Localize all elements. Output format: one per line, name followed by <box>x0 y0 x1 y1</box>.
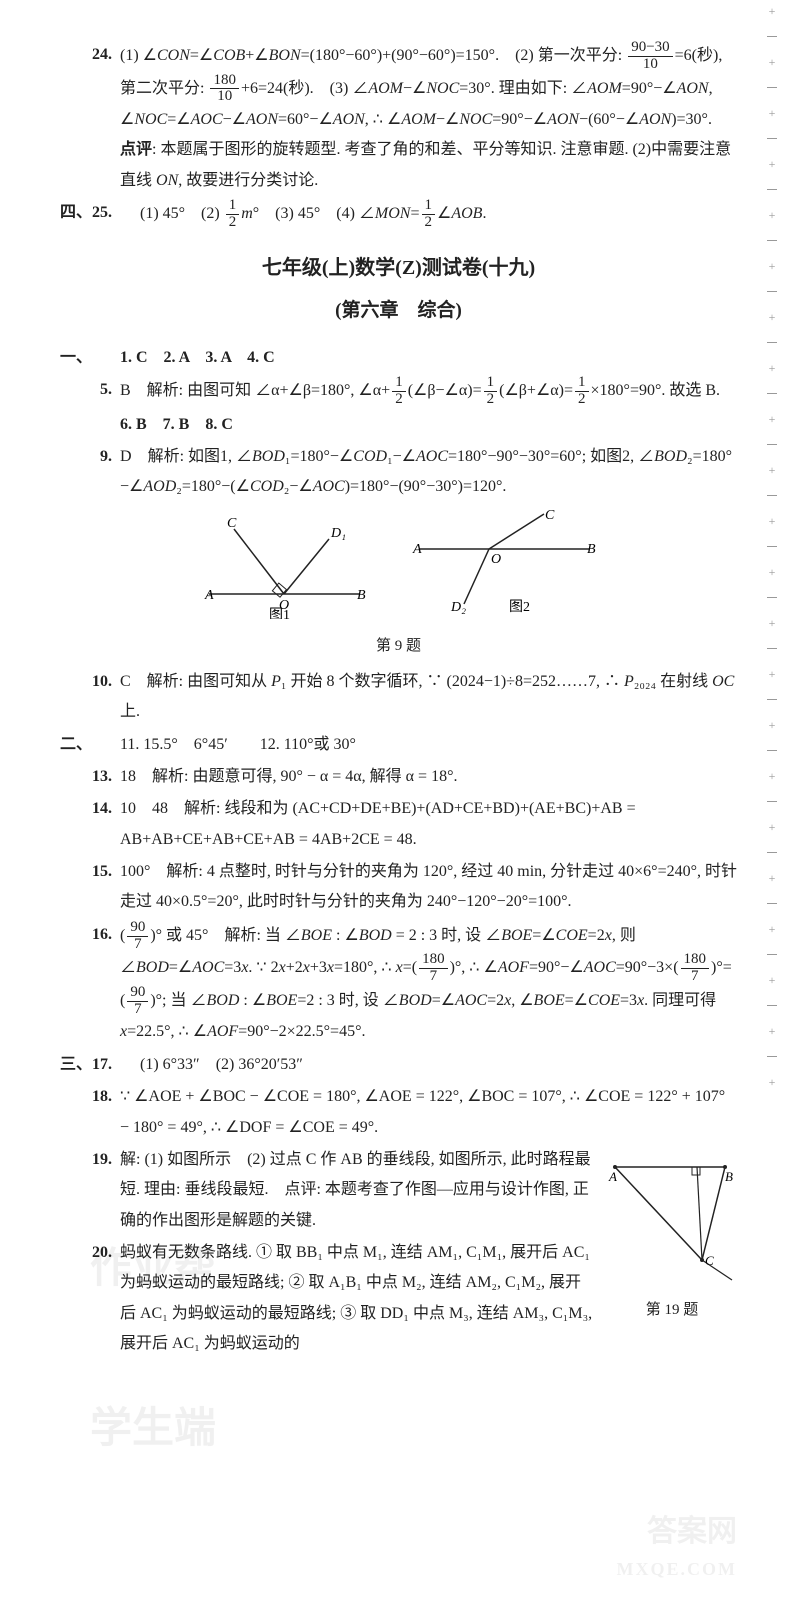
question-15: 15. 100° 解析: 4 点整时, 时针与分针的夹角为 120°, 经过 4… <box>60 857 737 918</box>
question-25: 四、25. (1) 45° (2) 12m° (3) 45° (4) ∠MON=… <box>60 198 737 231</box>
svg-text:O: O <box>491 552 501 567</box>
svg-text:图2: 图2 <box>509 600 530 615</box>
question-body: C 解析: 由图可知从 P₁ 开始 8 个数字循环, ∵ (2024−1)÷8=… <box>120 667 737 728</box>
question-body: 10 48 解析: 线段和为 (AC+CD+DE+BE)+(AD+CE+BD)+… <box>120 794 737 855</box>
figure-9-caption: 第 9 题 <box>60 632 737 661</box>
question-14: 14. 10 48 解析: 线段和为 (AC+CD+DE+BE)+(AD+CE+… <box>60 794 737 855</box>
svg-text:C: C <box>545 509 555 523</box>
exam-title: 七年级(上)数学(Z)测试卷(十九) <box>60 249 737 287</box>
question-number: 14. <box>60 794 120 855</box>
question-body: 18 解析: 由题意可得, 90° − α = 4α, 解得 α = 18°. <box>120 762 737 792</box>
section-2-row1: 二、 11. 15.5° 6°45′ 12. 110°或 30° <box>60 730 737 760</box>
question-body: (1) ∠CON=∠COB+∠BON=(180°−60°)+(90°−60°)=… <box>120 40 737 196</box>
question-5: 5. B 解析: 由图可知 ∠α+∠β=180°, ∠α+12(∠β−∠α)=1… <box>60 375 737 408</box>
svg-text:A: A <box>608 1169 617 1184</box>
question-body: (1) 6°33″ (2) 36°20′53″ <box>140 1050 737 1080</box>
figure-19: A B C 第 19 题 <box>607 1145 737 1331</box>
question-body: (907)° 或 45° 解析: 当 ∠BOE : ∠BOD = 2 : 3 时… <box>120 920 737 1048</box>
margin-ruler: ++ ++ ++ ++ ++ ++ ++ ++ ++ ++ ++ <box>765 0 779 1600</box>
watermark: 答案网 <box>647 1503 737 1560</box>
exam-subtitle: (第六章 综合) <box>60 293 737 329</box>
question-19: 19. 解: (1) 如图所示 (2) 过点 C 作 AB 的垂线段, 如图所示… <box>60 1145 597 1236</box>
section-1-row1: 一、 1. C 2. A 3. A 4. C <box>60 343 737 373</box>
svg-text:D₁: D₁ <box>330 526 346 541</box>
figure-9: A B C D₁ O 图1 A B C D₂ O 图2 <box>60 509 737 630</box>
question-number: 15. <box>60 857 120 918</box>
question-18: 18. ∵ ∠AOE + ∠BOC − ∠COE = 180°, ∠AOE = … <box>60 1082 737 1143</box>
watermark: 学生端 <box>90 1390 216 1470</box>
section-and-number: 四、25. <box>60 198 140 231</box>
figure-9-1: A B C D₁ O 图1 <box>199 509 369 630</box>
question-13: 13. 18 解析: 由题意可得, 90° − α = 4α, 解得 α = 1… <box>60 762 737 792</box>
question-24: 24. (1) ∠CON=∠COB+∠BON=(180°−60°)+(90°−6… <box>60 40 737 196</box>
question-number: 19. <box>60 1145 120 1236</box>
svg-text:C: C <box>227 516 237 531</box>
question-body: 100° 解析: 4 点整时, 时针与分针的夹角为 120°, 经过 40 mi… <box>120 857 737 918</box>
svg-text:A: A <box>412 542 422 557</box>
question-16: 16. (907)° 或 45° 解析: 当 ∠BOE : ∠BOD = 2 :… <box>60 920 737 1048</box>
svg-text:B: B <box>587 542 596 557</box>
question-number: 5. <box>60 375 120 408</box>
answer-row: 1. C 2. A 3. A 4. C <box>120 343 737 373</box>
section-1-row2: 6. B 7. B 8. C <box>60 410 737 440</box>
question-body: D 解析: 如图1, ∠BOD₁=180°−∠COD₁−∠AOC=180°−90… <box>120 442 737 503</box>
watermark: MXQE.COM <box>617 1552 737 1586</box>
svg-text:D₂: D₂ <box>450 600 466 615</box>
section-lead: 二、 <box>60 730 120 760</box>
answer-row: 11. 15.5° 6°45′ 12. 110°或 30° <box>120 730 737 760</box>
svg-text:C: C <box>705 1253 714 1268</box>
question-number: 18. <box>60 1082 120 1143</box>
question-number: 20. <box>60 1238 120 1360</box>
svg-text:图1: 图1 <box>269 608 290 619</box>
answer-row: 6. B 7. B 8. C <box>120 410 737 440</box>
question-body: 解: (1) 如图所示 (2) 过点 C 作 AB 的垂线段, 如图所示, 此时… <box>120 1145 597 1236</box>
question-number: 10. <box>60 667 120 728</box>
question-number: 16. <box>60 920 120 1048</box>
question-number: 9. <box>60 442 120 503</box>
svg-text:A: A <box>204 588 214 603</box>
svg-text:B: B <box>725 1169 733 1184</box>
question-body: (1) 45° (2) 12m° (3) 45° (4) ∠MON=12∠AOB… <box>140 198 737 231</box>
figure-9-2: A B C D₂ O 图2 <box>409 509 599 630</box>
question-20: 20. 蚂蚁有无数条路线. ① 取 BB₁ 中点 M₁, 连结 AM₁, C₁M… <box>60 1238 597 1360</box>
question-number: 13. <box>60 762 120 792</box>
page: ++ ++ ++ ++ ++ ++ ++ ++ ++ ++ ++ 作业帮 学生端… <box>0 0 787 1600</box>
question-17: 三、17. (1) 6°33″ (2) 36°20′53″ <box>60 1050 737 1080</box>
question-body: 蚂蚁有无数条路线. ① 取 BB₁ 中点 M₁, 连结 AM₁, C₁M₁, 展… <box>120 1238 597 1360</box>
section-and-number: 三、17. <box>60 1050 140 1080</box>
svg-text:B: B <box>357 588 366 603</box>
figure-19-caption: 第 19 题 <box>607 1296 737 1325</box>
question-10: 10. C 解析: 由图可知从 P₁ 开始 8 个数字循环, ∵ (2024−1… <box>60 667 737 728</box>
section-lead: 一、 <box>60 343 120 373</box>
question-9: 9. D 解析: 如图1, ∠BOD₁=180°−∠COD₁−∠AOC=180°… <box>60 442 737 503</box>
question-number: 24. <box>60 40 120 196</box>
question-body: ∵ ∠AOE + ∠BOC − ∠COE = 180°, ∠AOE = 122°… <box>120 1082 737 1143</box>
question-body: B 解析: 由图可知 ∠α+∠β=180°, ∠α+12(∠β−∠α)=12(∠… <box>120 375 737 408</box>
